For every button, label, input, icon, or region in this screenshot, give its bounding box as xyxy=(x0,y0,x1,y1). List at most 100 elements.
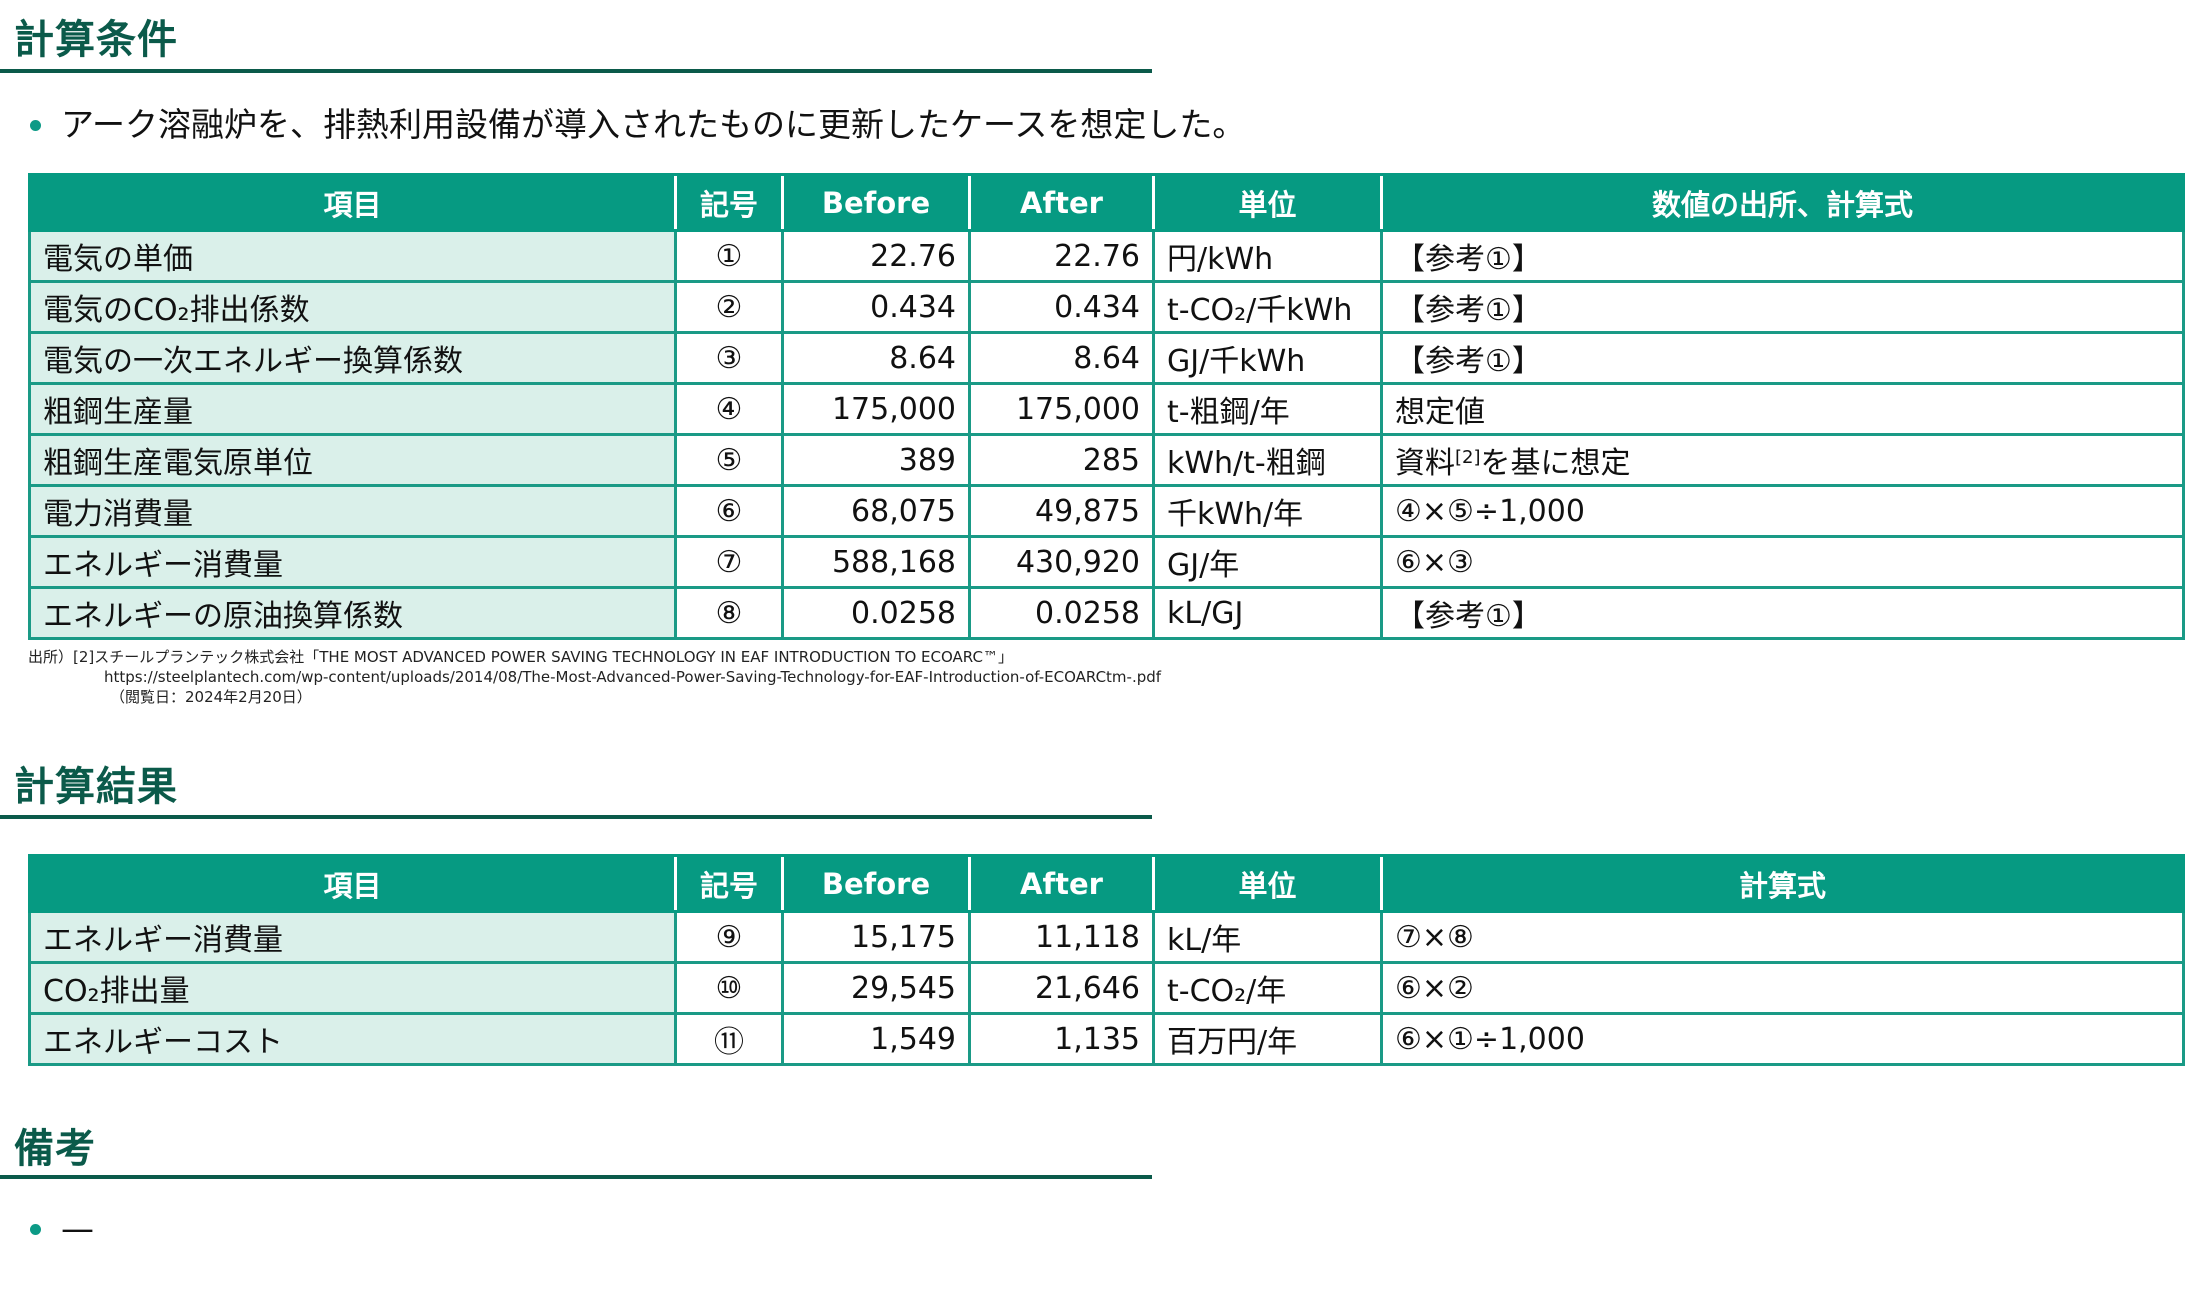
header-after: After xyxy=(968,173,1154,232)
cell-before: 8.64 xyxy=(781,331,971,385)
cell-source: 【参考①】 xyxy=(1380,229,2185,283)
cell-source: 資料[2]を基に想定 xyxy=(1380,433,2185,487)
cell-before: 588,168 xyxy=(781,535,971,589)
remarks-heading: 備考 xyxy=(14,1126,96,1172)
cell-item: 粗鋼生産量 xyxy=(28,382,677,436)
cell-unit: t-粗鋼/年 xyxy=(1152,382,1383,436)
header-item: 項目 xyxy=(28,173,676,232)
table-row: 粗鋼生産量 ④ 175,000 175,000 t-粗鋼/年 想定値 xyxy=(28,382,2185,436)
header-source: 数値の出所、計算式 xyxy=(1380,173,2185,232)
cell-item: 電気の一次エネルギー換算係数 xyxy=(28,331,677,385)
cell-symbol: ① xyxy=(674,229,784,283)
cell-unit: 百万円/年 xyxy=(1152,1012,1383,1066)
cell-item: 電気の単価 xyxy=(28,229,677,283)
table-row: 電力消費量 ⑥ 68,075 49,875 千kWh/年 ④×⑤÷1,000 xyxy=(28,484,2185,538)
header-unit: 単位 xyxy=(1152,173,1382,232)
cell-formula: ⑥×①÷1,000 xyxy=(1380,1012,2185,1066)
bullet-dot-icon xyxy=(30,119,41,131)
cell-symbol: ④ xyxy=(674,382,784,436)
cell-formula: ⑥×② xyxy=(1380,961,2185,1015)
cell-symbol: ⑦ xyxy=(674,535,784,589)
cell-before: 1,549 xyxy=(781,1012,971,1066)
cell-symbol: ⑩ xyxy=(674,961,784,1015)
cell-before: 389 xyxy=(781,433,971,487)
cell-symbol: ⑤ xyxy=(674,433,784,487)
cell-item: エネルギーコスト xyxy=(28,1012,677,1066)
conditions-table-header: 項目 記号 Before After 単位 数値の出所、計算式 xyxy=(28,173,2185,232)
header-unit: 単位 xyxy=(1152,854,1382,913)
cell-symbol: ⑨ xyxy=(674,910,784,964)
cell-item: CO₂排出量 xyxy=(28,961,677,1015)
cell-after: 430,920 xyxy=(968,535,1155,589)
table-row: エネルギー消費量 ⑦ 588,168 430,920 GJ/年 ⑥×③ xyxy=(28,535,2185,589)
cell-after: 285 xyxy=(968,433,1155,487)
cell-before: 15,175 xyxy=(781,910,971,964)
results-heading: 計算結果 xyxy=(14,764,178,810)
source-suffix: を基に想定 xyxy=(1480,446,1631,481)
remarks-bullet: — xyxy=(30,1209,94,1249)
results-heading-rule xyxy=(0,815,1152,819)
cell-item: エネルギーの原油換算係数 xyxy=(28,586,677,640)
cell-unit: kL/年 xyxy=(1152,910,1383,964)
cell-source: 想定値 xyxy=(1380,382,2185,436)
cell-unit: GJ/年 xyxy=(1152,535,1383,589)
cell-after: 175,000 xyxy=(968,382,1155,436)
conditions-bullet: アーク溶融炉を、排熱利用設備が導入されたものに更新したケースを想定した。 xyxy=(30,105,1245,145)
cell-unit: GJ/千kWh xyxy=(1152,331,1383,385)
cell-before: 175,000 xyxy=(781,382,971,436)
conditions-heading: 計算条件 xyxy=(14,17,178,63)
cell-item: エネルギー消費量 xyxy=(28,910,677,964)
conditions-bullet-text: アーク溶融炉を、排熱利用設備が導入されたものに更新したケースを想定した。 xyxy=(61,105,1246,144)
cell-source: 【参考①】 xyxy=(1380,280,2185,334)
table-row: エネルギー消費量 ⑨ 15,175 11,118 kL/年 ⑦×⑧ xyxy=(28,910,2185,964)
cell-before: 29,545 xyxy=(781,961,971,1015)
header-symbol: 記号 xyxy=(674,854,783,913)
cell-formula: ⑦×⑧ xyxy=(1380,910,2185,964)
results-table-header: 項目 記号 Before After 単位 計算式 xyxy=(28,854,2185,913)
cell-source: 【参考①】 xyxy=(1380,331,2185,385)
cell-source: ⑥×③ xyxy=(1380,535,2185,589)
cell-after: 1,135 xyxy=(968,1012,1155,1066)
header-symbol: 記号 xyxy=(674,173,783,232)
cell-before: 0.434 xyxy=(781,280,971,334)
bullet-dot-icon xyxy=(30,1223,41,1235)
header-before: Before xyxy=(781,173,970,232)
remarks-heading-rule xyxy=(0,1175,1152,1179)
table-row: エネルギーの原油換算係数 ⑧ 0.0258 0.0258 kL/GJ 【参考①】 xyxy=(28,586,2185,640)
cell-symbol: ⑧ xyxy=(674,586,784,640)
footnote-line-1: 出所）[2]スチールプランテック株式会社「THE MOST ADVANCED P… xyxy=(28,648,1013,666)
cell-unit: 円/kWh xyxy=(1152,229,1383,283)
table-row: 電気のCO₂排出係数 ② 0.434 0.434 t-CO₂/千kWh 【参考①… xyxy=(28,280,2185,334)
cell-source: ④×⑤÷1,000 xyxy=(1380,484,2185,538)
cell-item: 電力消費量 xyxy=(28,484,677,538)
cell-after: 0.0258 xyxy=(968,586,1155,640)
cell-unit: t-CO₂/年 xyxy=(1152,961,1383,1015)
header-after: After xyxy=(968,854,1154,913)
conditions-table: 項目 記号 Before After 単位 数値の出所、計算式 電気の単価 ① … xyxy=(28,173,2185,640)
cell-symbol: ② xyxy=(674,280,784,334)
cell-after: 11,118 xyxy=(968,910,1155,964)
table-row: CO₂排出量 ⑩ 29,545 21,646 t-CO₂/年 ⑥×② xyxy=(28,961,2185,1015)
header-before: Before xyxy=(781,854,970,913)
footnote-access-date: （閲覧日：2024年2月20日） xyxy=(110,688,312,706)
cell-symbol: ⑪ xyxy=(674,1012,784,1066)
source-footnote: 出所）[2]スチールプランテック株式会社「THE MOST ADVANCED P… xyxy=(28,647,1161,707)
cell-before: 68,075 xyxy=(781,484,971,538)
table-row: 電気の単価 ① 22.76 22.76 円/kWh 【参考①】 xyxy=(28,229,2185,283)
cell-unit: kL/GJ xyxy=(1152,586,1383,640)
cell-unit: t-CO₂/千kWh xyxy=(1152,280,1383,334)
reference-superscript: [2] xyxy=(1455,447,1481,468)
cell-unit: 千kWh/年 xyxy=(1152,484,1383,538)
cell-source: 【参考①】 xyxy=(1380,586,2185,640)
cell-item: エネルギー消費量 xyxy=(28,535,677,589)
cell-after: 8.64 xyxy=(968,331,1155,385)
cell-after: 22.76 xyxy=(968,229,1155,283)
cell-symbol: ③ xyxy=(674,331,784,385)
table-row: 電気の一次エネルギー換算係数 ③ 8.64 8.64 GJ/千kWh 【参考①】 xyxy=(28,331,2185,385)
table-row: エネルギーコスト ⑪ 1,549 1,135 百万円/年 ⑥×①÷1,000 xyxy=(28,1012,2185,1066)
cell-after: 0.434 xyxy=(968,280,1155,334)
cell-item: 電気のCO₂排出係数 xyxy=(28,280,677,334)
cell-before: 22.76 xyxy=(781,229,971,283)
cell-item: 粗鋼生産電気原単位 xyxy=(28,433,677,487)
footnote-url[interactable]: https://steelplantech.com/wp-content/upl… xyxy=(104,668,1162,686)
